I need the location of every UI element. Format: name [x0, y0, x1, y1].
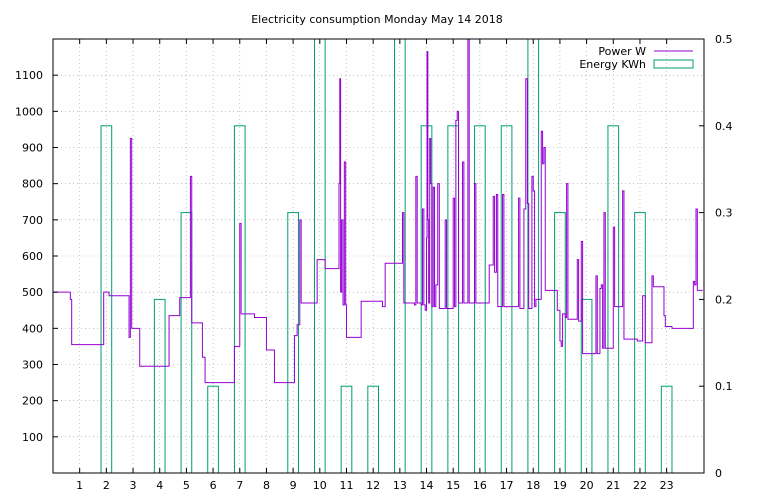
y2-tick-label: 0.2	[715, 293, 733, 306]
x-tick-label: 8	[263, 479, 270, 492]
power-line	[53, 38, 703, 384]
y2-tick-label: 0.5	[715, 33, 733, 46]
x-tick-label: 1	[76, 479, 83, 492]
chart-title: Electricity consumption Monday May 14 20…	[251, 13, 503, 26]
x-tick-label: 19	[553, 479, 567, 492]
x-tick-label: 16	[473, 479, 487, 492]
y2-tick-label: 0.1	[715, 380, 733, 393]
x-tick-label: 12	[366, 479, 380, 492]
x-tick-label: 7	[236, 479, 243, 492]
x-tick-label: 17	[500, 479, 514, 492]
power-line-group	[53, 38, 703, 384]
x-tick-label: 9	[290, 479, 297, 492]
x-tick-label: 5	[183, 479, 190, 492]
x-tick-label: 14	[420, 479, 434, 492]
y-tick-label: 400	[22, 322, 43, 335]
x-tick-label: 23	[660, 479, 674, 492]
y2-tick-label: 0.4	[715, 120, 733, 133]
y-tick-label: 800	[22, 178, 43, 191]
y-tick-label: 1000	[15, 105, 43, 118]
y-tick-label: 700	[22, 214, 43, 227]
x-tick-label: 2	[103, 479, 110, 492]
y-tick-label: 1100	[15, 69, 43, 82]
y-tick-label: 300	[22, 359, 43, 372]
y-tick-label: 900	[22, 142, 43, 155]
y-tick-label: 600	[22, 250, 43, 263]
x-tick-label: 21	[606, 479, 620, 492]
y2-tick-label: 0	[715, 467, 722, 480]
x-tick-label: 20	[580, 479, 594, 492]
x-tick-label: 22	[633, 479, 647, 492]
axes: 1 2 3 4 5 6 7 8 9 10 11 12 13 14 15 16 17 18 19 20 21 22 23100…	[15, 33, 733, 492]
x-tick-label: 4	[156, 479, 163, 492]
x-tick-label: 6	[210, 479, 217, 492]
y-tick-label: 100	[22, 431, 43, 444]
x-tick-label: 18	[526, 479, 540, 492]
x-tick-label: 11	[339, 479, 353, 492]
x-tick-label: 15	[446, 479, 460, 492]
x-tick-label: 13	[393, 479, 407, 492]
x-tick-label: 3	[130, 479, 137, 492]
y-tick-label: 500	[22, 286, 43, 299]
legend: Power W Energy KWh	[579, 45, 694, 71]
y2-tick-label: 0.3	[715, 207, 733, 220]
legend-label-energy: Energy KWh	[579, 58, 646, 71]
legend-label-power: Power W	[598, 45, 646, 58]
energy-bar	[153, 298, 166, 474]
y-tick-label: 200	[22, 395, 43, 408]
legend-swatch-energy	[653, 59, 694, 69]
x-tick-label: 10	[313, 479, 327, 492]
